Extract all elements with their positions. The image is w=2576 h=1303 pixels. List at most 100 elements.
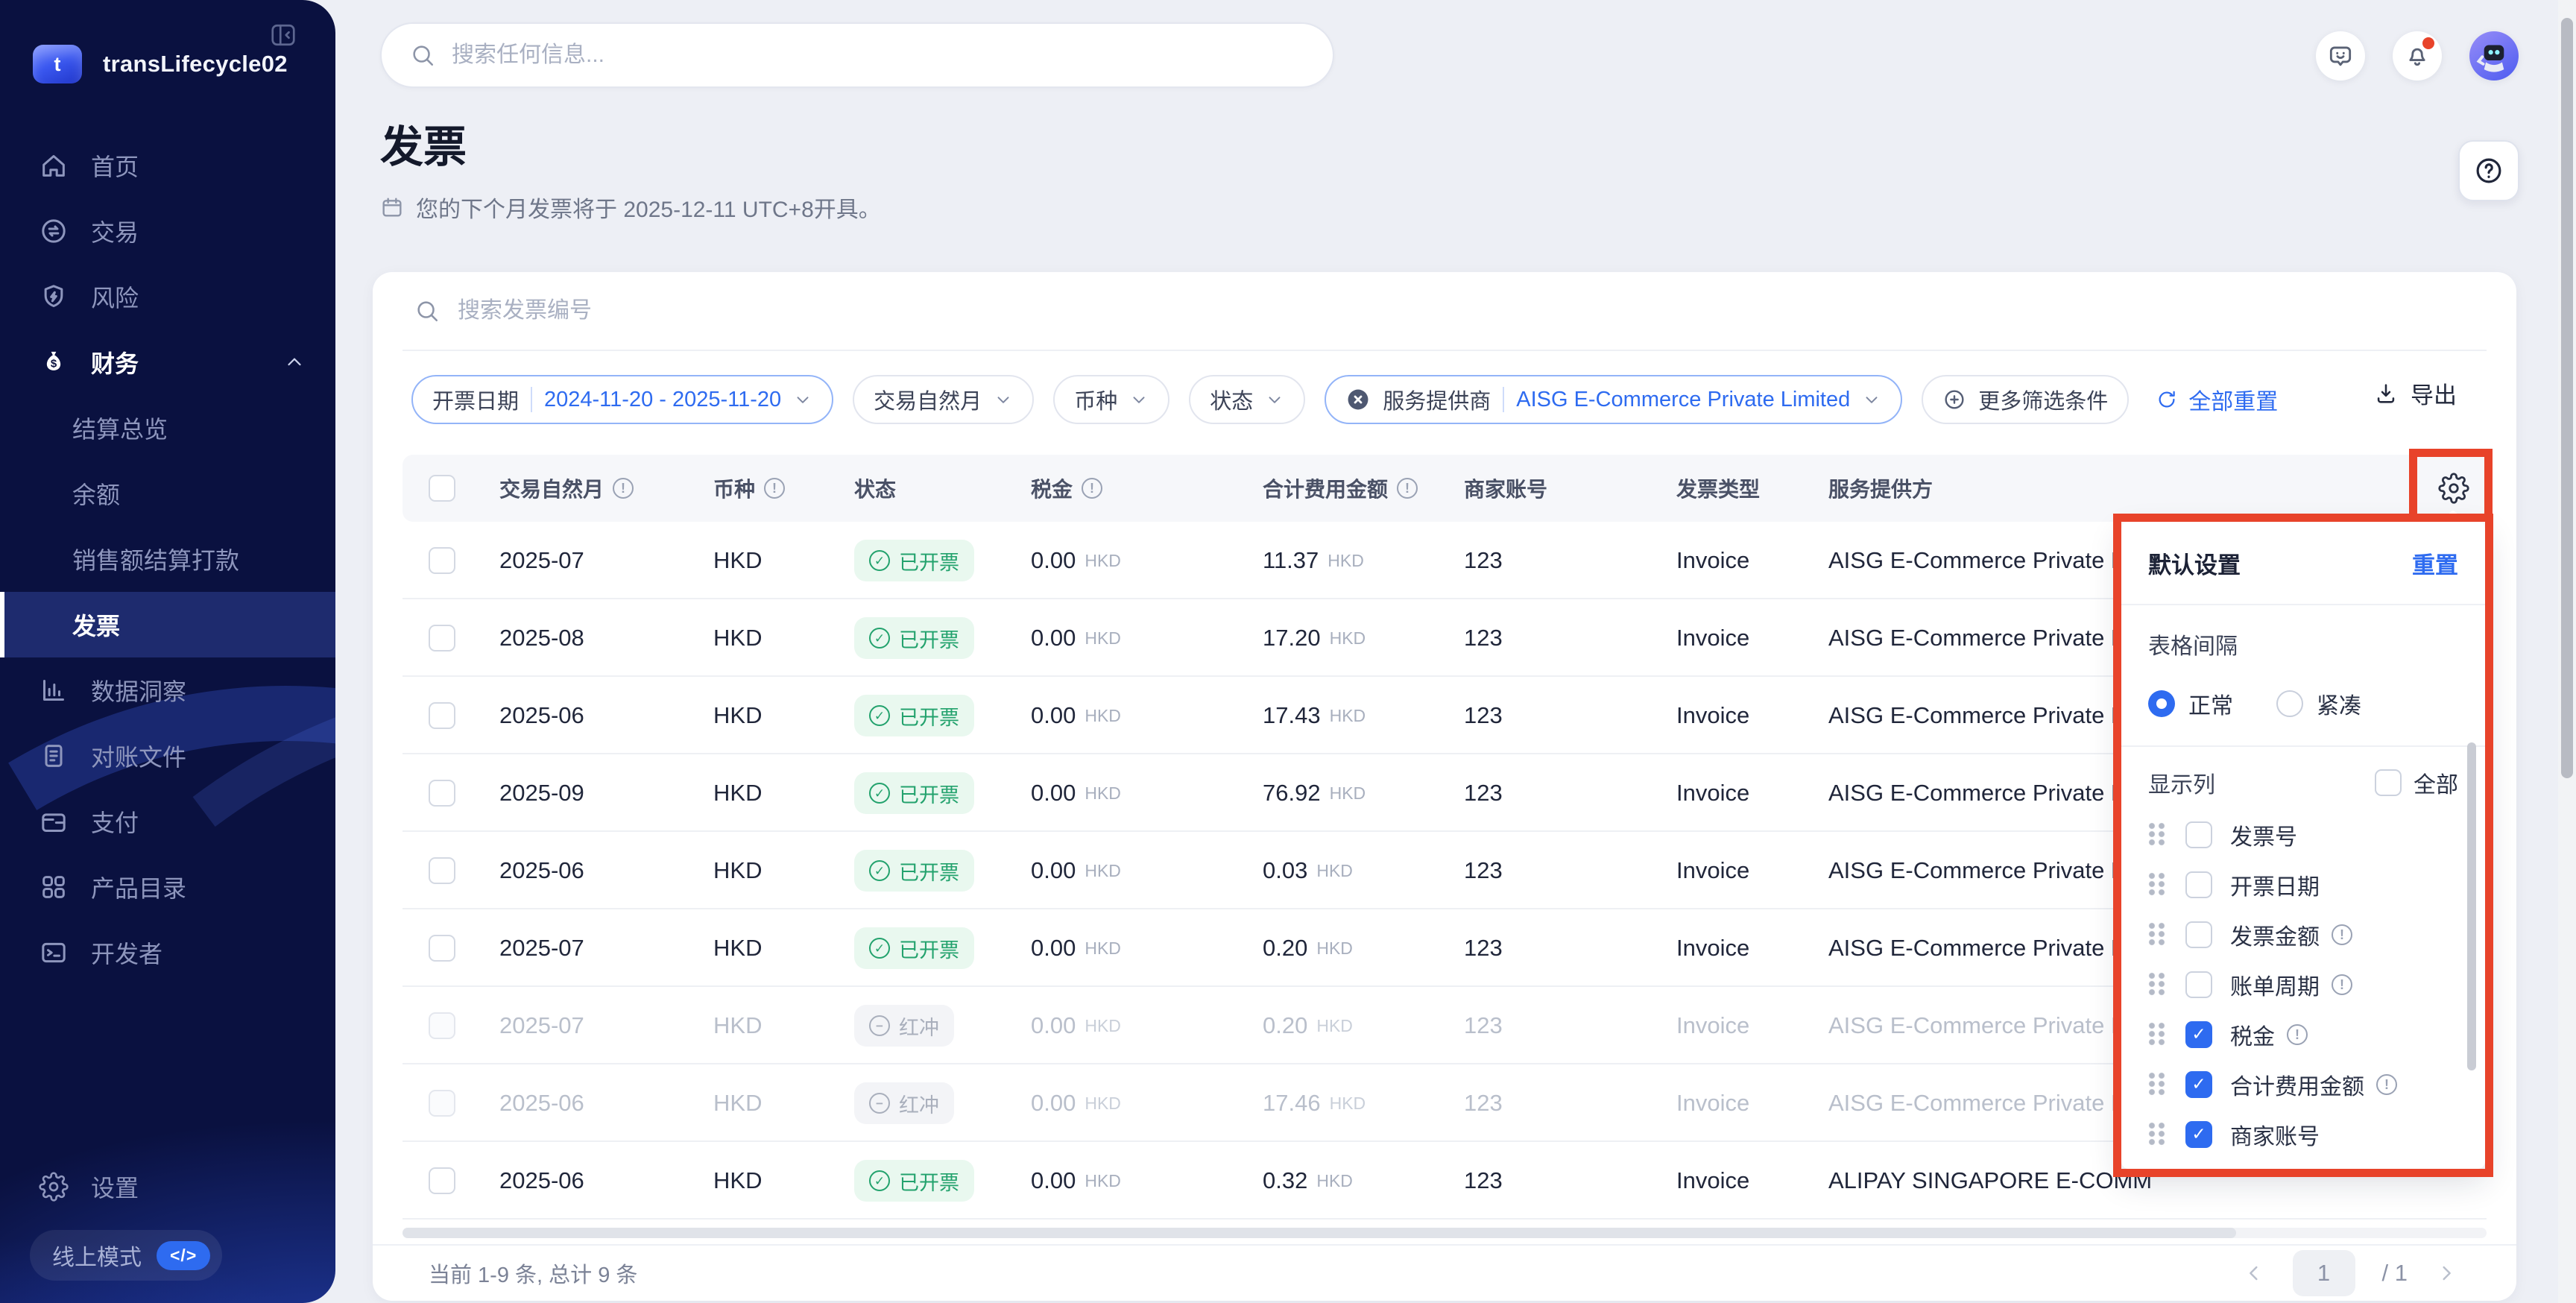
invoice-search-input[interactable] [458,298,2475,324]
popup-reset-link[interactable]: 重置 [2412,552,2458,578]
workspace-switcher[interactable]: t transLifecycle02 [33,45,288,83]
column-toggle-item[interactable]: 商家账号 [2148,1109,2458,1159]
sidebar-collapse-button[interactable] [268,19,303,51]
search-icon [417,301,438,322]
current-page[interactable]: 1 [2292,1250,2355,1296]
select-all-checkbox[interactable] [429,475,455,502]
column-toggle-item[interactable]: 账单周期 [2148,959,2458,1009]
drag-handle-icon[interactable] [2148,871,2168,897]
prev-page-button[interactable] [2242,1261,2266,1285]
info-icon[interactable] [613,478,634,499]
column-toggle-item[interactable]: 税金 [2148,1009,2458,1059]
column-checkbox[interactable] [2185,821,2212,848]
column-toggle-item[interactable]: 合计费用金额 [2148,1059,2458,1109]
row-checkbox[interactable] [429,702,455,729]
drag-handle-icon[interactable] [2148,1021,2168,1047]
help-button[interactable] [2458,140,2519,201]
sidebar-item-settings[interactable]: 设置 [0,1154,335,1220]
row-checkbox[interactable] [429,857,455,884]
cell-currency: HKD [713,547,763,573]
filter-status[interactable]: 状态 [1189,375,1306,424]
feedback-button[interactable] [2316,31,2365,81]
column-checkbox[interactable] [2185,871,2212,898]
filter-invoice-date[interactable]: 开票日期 2024-11-20 - 2025-11-20 [411,375,834,424]
page-scrollbar[interactable] [2558,0,2576,1303]
filter-service-provider[interactable]: 服务提供商 AISG E-Commerce Private Limited [1325,375,1903,424]
row-checkbox[interactable] [429,780,455,807]
cell-total: 17.43 HKD [1263,702,1366,728]
table-horizontal-scrollbar[interactable] [402,1228,2487,1238]
column-toggle-item[interactable]: 开票日期 [2148,859,2458,909]
drag-handle-icon[interactable] [2148,971,2168,997]
sidebar-item-data-insights[interactable]: 数据洞察 [0,657,335,723]
popup-scrollbar-thumb[interactable] [2467,742,2476,1070]
spacing-compact-radio[interactable]: 紧凑 [2276,687,2361,720]
page-scrollbar-thumb[interactable] [2561,18,2573,778]
column-toggle-item[interactable]: 发票金额 [2148,909,2458,959]
chevron-down-icon [793,390,812,409]
reset-all-button[interactable]: 全部重置 [2156,383,2278,416]
column-checkbox[interactable] [2185,1070,2212,1098]
sidebar-item-risk[interactable]: 风险 [0,264,335,329]
sidebar-item-settlement-overview[interactable]: 结算总览 [72,416,168,443]
status-badge: 已开票 [854,617,974,659]
column-toggle-item[interactable]: 发票号 [2148,810,2458,859]
row-checkbox[interactable] [429,547,455,574]
notifications-button[interactable] [2393,31,2442,81]
row-checkbox[interactable] [429,1012,455,1039]
user-avatar[interactable] [2469,31,2519,81]
status-badge: 红冲 [854,1082,954,1124]
filter-natural-month[interactable]: 交易自然月 [853,375,1035,424]
column-checkbox[interactable] [2185,1120,2212,1148]
info-icon[interactable] [2287,1023,2308,1045]
row-checkbox[interactable] [429,1167,455,1194]
sidebar-item-home[interactable]: 首页 [0,133,335,198]
drag-handle-icon[interactable] [2148,1121,2168,1147]
drag-handle-icon[interactable] [2148,821,2168,848]
sidebar-item-developer[interactable]: 开发者 [0,920,335,985]
info-icon[interactable] [764,478,786,499]
sidebar-item-reconciliation-files[interactable]: 对账文件 [0,723,335,789]
drag-handle-icon[interactable] [2148,921,2168,947]
global-search-input[interactable] [452,42,1304,68]
drag-handle-icon[interactable] [2148,1071,2168,1097]
sidebar-item-label: 支付 [91,810,139,836]
all-columns-checkbox[interactable] [2375,769,2402,796]
sidebar-item-transactions[interactable]: 交易 [0,198,335,264]
column-checkbox[interactable] [2185,1020,2212,1048]
sidebar-item-balance[interactable]: 余额 [72,482,121,508]
select-all-columns[interactable]: 全部 [2375,766,2458,799]
row-checkbox[interactable] [429,935,455,962]
sidebar-item-label: 首页 [91,154,139,180]
info-icon[interactable] [1082,478,1103,499]
info-icon[interactable] [1397,478,1418,499]
next-page-button[interactable] [2434,1261,2458,1285]
more-filters-button[interactable]: 更多筛选条件 [1922,375,2130,424]
cell-total: 0.20 HKD [1263,1012,1353,1038]
sidebar-item-product-catalog[interactable]: 产品目录 [0,854,335,920]
column-checkbox[interactable] [2185,971,2212,998]
info-icon[interactable] [2332,974,2352,995]
info-icon[interactable] [2332,924,2352,945]
table-settings-gear-button[interactable] [2427,455,2481,522]
clear-filter-icon[interactable] [1345,387,1371,412]
column-checkbox[interactable] [2185,921,2212,948]
row-checkbox[interactable] [429,1090,455,1117]
sidebar-item-payments[interactable]: 支付 [0,789,335,854]
sidebar-item-sales-settlement[interactable]: 销售额结算打款 [72,547,240,574]
info-icon[interactable] [2376,1073,2397,1095]
environment-badge[interactable]: 线上模式 </> [30,1230,223,1281]
sidebar-item-invoices[interactable]: 发票 [0,592,335,657]
export-button[interactable]: 导出 [2373,376,2457,410]
row-checkbox[interactable] [429,625,455,652]
cell-invoice-type: Invoice [1676,935,1750,961]
sidebar-item-finance[interactable]: $ 财务 [0,329,335,395]
filter-currency[interactable]: 币种 [1053,375,1170,424]
spacing-normal-radio[interactable]: 正常 [2148,687,2233,720]
